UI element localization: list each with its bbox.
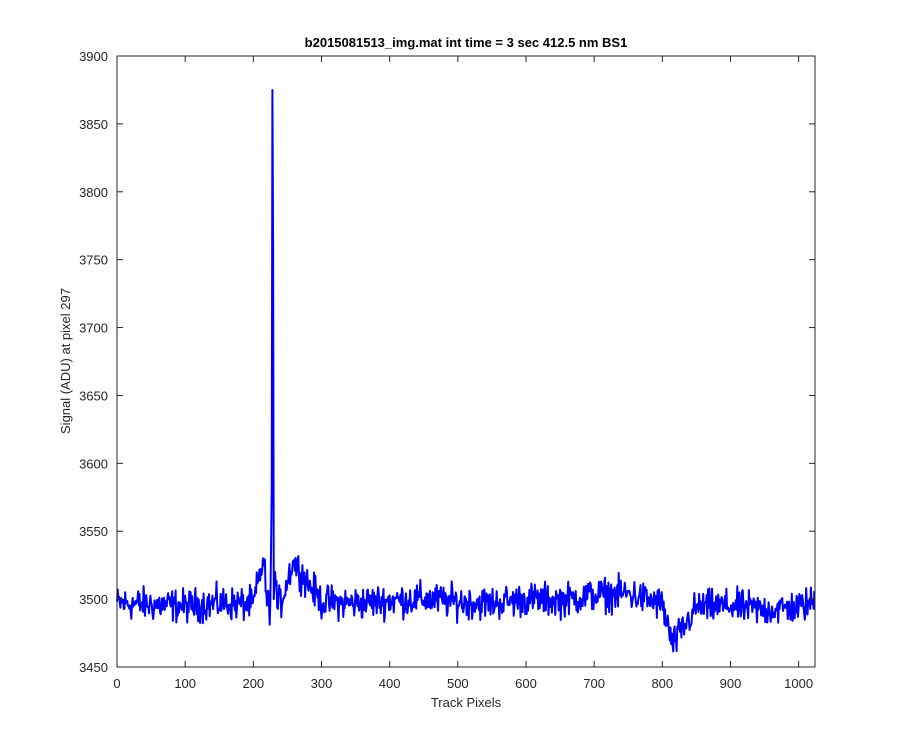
y-tick-label: 3500 <box>79 592 108 607</box>
x-axis-label: Track Pixels <box>431 695 502 710</box>
y-tick-label: 3700 <box>79 321 108 336</box>
y-tick-label: 3800 <box>79 185 108 200</box>
y-tick-label: 3850 <box>79 117 108 132</box>
series-line <box>116 88 816 653</box>
x-tick-label: 0 <box>113 676 120 691</box>
y-axis-label: Signal (ADU) at pixel 297 <box>58 288 73 434</box>
x-tick-label: 200 <box>242 676 264 691</box>
plot-background <box>117 56 815 667</box>
chart-title: b2015081513_img.mat int time = 3 sec 412… <box>305 35 628 50</box>
x-tick-label: 100 <box>174 676 196 691</box>
y-tick-label: 3650 <box>79 388 108 403</box>
y-tick-label: 3550 <box>79 524 108 539</box>
x-tick-label: 700 <box>583 676 605 691</box>
x-tick-label: 300 <box>311 676 333 691</box>
y-tick-label: 3900 <box>79 49 108 64</box>
x-tick-label: 1000 <box>784 676 813 691</box>
axes-box <box>116 55 816 668</box>
y-tick-label: 3450 <box>79 660 108 675</box>
y-tick-label: 3750 <box>79 253 108 268</box>
x-tick-label: 400 <box>379 676 401 691</box>
x-tick-label: 800 <box>651 676 673 691</box>
y-tick-label: 3600 <box>79 456 108 471</box>
x-tick-label: 600 <box>515 676 537 691</box>
x-tick-label: 900 <box>720 676 742 691</box>
x-tick-label: 500 <box>447 676 469 691</box>
